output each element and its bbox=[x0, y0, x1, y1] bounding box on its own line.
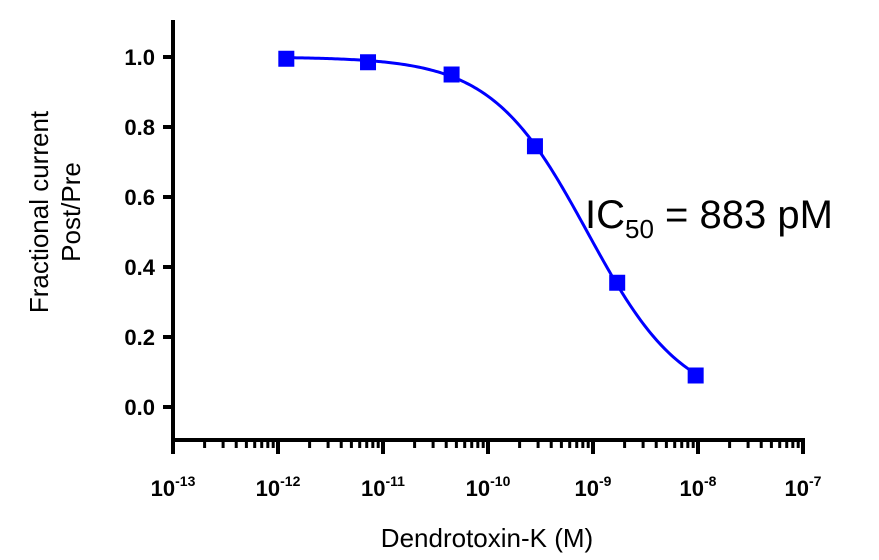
x-tick-label-base-6: 10 bbox=[785, 476, 809, 501]
x-tick-label-exponent-1: -12 bbox=[280, 473, 300, 489]
x-tick-label-2: 10-11 bbox=[361, 473, 405, 501]
x-tick-label-0: 10-13 bbox=[151, 473, 196, 501]
data-point-2 bbox=[443, 66, 460, 83]
x-tick-label-exponent-2: -11 bbox=[386, 473, 406, 489]
x-tick-label-exponent-6: -7 bbox=[809, 473, 822, 489]
points-layer bbox=[278, 50, 704, 384]
data-point-0 bbox=[278, 50, 295, 67]
y-axis-title: Fractional current Post/Pre bbox=[24, 110, 86, 313]
x-tick-label-base-0: 10 bbox=[151, 476, 175, 501]
x-tick-label-base-2: 10 bbox=[361, 476, 385, 501]
x-tick-label-5: 10-8 bbox=[680, 473, 717, 501]
x-tick-label-exponent-3: -10 bbox=[490, 473, 510, 489]
x-tick-label-base-1: 10 bbox=[256, 476, 280, 501]
fit-curve bbox=[286, 56, 697, 376]
x-tick-label-1: 10-12 bbox=[256, 473, 301, 501]
fit-layer bbox=[286, 56, 697, 376]
x-tick-label-base-3: 10 bbox=[466, 476, 490, 501]
y-tick-label-2: 0.4 bbox=[124, 255, 155, 280]
x-tick-label-exponent-4: -9 bbox=[599, 473, 612, 489]
y-axis-title-line-1: Fractional current bbox=[24, 110, 54, 313]
axes-group: 0.00.20.40.60.81.010-13 10-12 10-11 10-10 10… bbox=[124, 20, 822, 501]
x-tick-label-exponent-0: -13 bbox=[175, 473, 195, 489]
x-tick-label-base-4: 10 bbox=[575, 476, 599, 501]
ic50-annotation-prefix: IC bbox=[585, 193, 625, 237]
data-point-4 bbox=[609, 274, 626, 291]
data-point-3 bbox=[526, 138, 543, 155]
data-point-5 bbox=[687, 367, 704, 384]
x-tick-label-base-5: 10 bbox=[680, 476, 704, 501]
ic50-annotation: IC50 = 883 pM bbox=[585, 193, 833, 244]
data-point-1 bbox=[360, 54, 377, 71]
x-axis-title: Dendrotoxin-K (M) bbox=[381, 523, 593, 553]
y-tick-label-5: 1.0 bbox=[124, 45, 155, 70]
ic50-annotation-subscript: 50 bbox=[625, 214, 654, 244]
x-tick-label-6: 10-7 bbox=[785, 473, 822, 501]
ic50-annotation-suffix: = 883 pM bbox=[654, 193, 833, 237]
y-tick-label-4: 0.8 bbox=[124, 115, 155, 140]
y-tick-label-0: 0.0 bbox=[124, 395, 155, 420]
y-axis-title-line-2: Post/Pre bbox=[56, 162, 86, 262]
y-tick-label-3: 0.6 bbox=[124, 185, 155, 210]
x-tick-label-4: 10-9 bbox=[575, 473, 612, 501]
y-tick-label-1: 0.2 bbox=[124, 325, 155, 350]
x-tick-label-3: 10-10 bbox=[466, 473, 511, 501]
x-tick-label-exponent-5: -8 bbox=[704, 473, 717, 489]
